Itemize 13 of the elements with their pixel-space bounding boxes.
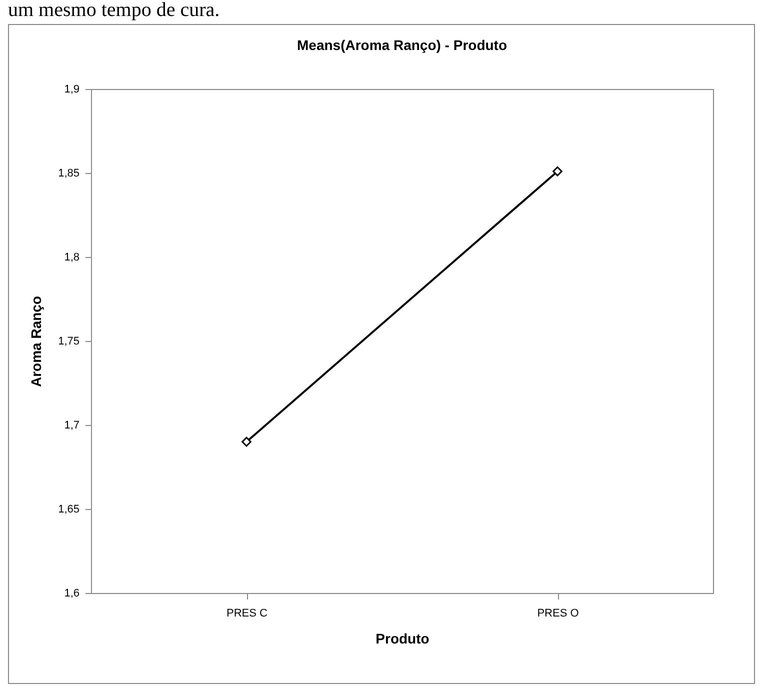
y-tick-label: 1,6 bbox=[64, 588, 80, 600]
y-tick-label: 1,75 bbox=[58, 336, 80, 348]
x-axis-title: Produto bbox=[376, 630, 430, 646]
x-tick-label: PRES O bbox=[537, 608, 580, 620]
y-axis-title: Aroma Ranço bbox=[28, 296, 44, 388]
chart-title: Means(Aroma Ranço) - Produto bbox=[296, 37, 508, 53]
x-tick-label: PRES C bbox=[226, 608, 268, 620]
y-tick-label: 1,65 bbox=[58, 504, 80, 516]
y-tick-label: 1,9 bbox=[64, 84, 80, 96]
y-tick-label: 1,7 bbox=[64, 420, 80, 432]
y-tick-label: 1,8 bbox=[64, 252, 80, 264]
y-tick-label: 1,85 bbox=[58, 168, 80, 180]
text: um mesmo tempo de cura. bbox=[7, 0, 221, 22]
